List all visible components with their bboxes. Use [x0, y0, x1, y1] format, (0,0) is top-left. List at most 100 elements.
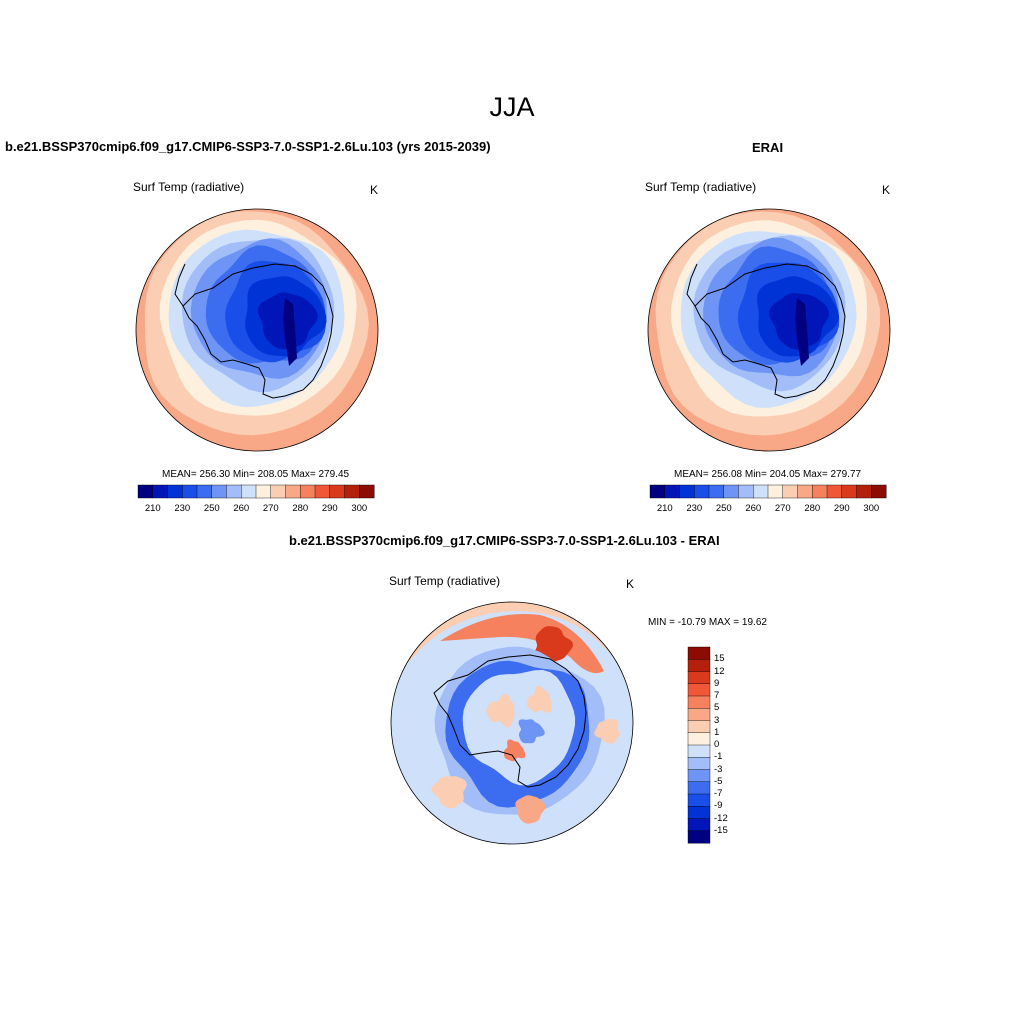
obs-colorbar-box	[679, 484, 695, 499]
diff-colorbar-box	[687, 671, 711, 685]
obs-peninsula	[686, 263, 698, 307]
diff-variable-label: Surf Temp (radiative)	[389, 574, 501, 588]
diff-colorbar-tick-label: -1	[714, 751, 723, 763]
model-colorbar-box	[329, 484, 346, 499]
obs-colorbar-box	[753, 484, 769, 499]
diff-colorbar-box	[687, 695, 711, 709]
diff-colorbar-tick-label: 3	[714, 714, 720, 726]
obs-colorbar-tick-label: 210	[656, 503, 673, 514]
model-stats: MEAN= 256.30 Min= 208.05 Max= 279.45	[162, 469, 350, 480]
model-colorbar-box	[196, 484, 213, 499]
diff-colorbar-box	[687, 781, 711, 795]
obs-colorbar-box	[694, 484, 710, 499]
model-map-border	[135, 208, 379, 452]
obs-coldest-core	[795, 298, 809, 366]
diff-interior-cool	[518, 719, 545, 744]
obs-colorbar-box	[738, 484, 754, 499]
obs-colorbar-box	[782, 484, 799, 499]
diff-warm-patch-east	[594, 719, 620, 744]
obs-colorbar-box	[826, 484, 843, 499]
model-colorbar-tick-label: 260	[233, 503, 250, 514]
model-colorbar-box	[359, 484, 375, 499]
model-coastline	[182, 263, 334, 399]
obs-colorbar-tick-label: 300	[863, 503, 880, 514]
diff-colorbar-tick-label: 12	[714, 665, 725, 677]
model-colorbar-box	[167, 484, 183, 499]
model-colorbar-box	[270, 484, 287, 499]
diff-colorbar-tick-label: 0	[714, 739, 720, 750]
diff-colorbar-tick-label: 15	[714, 653, 725, 665]
diff-colorbar-box	[687, 769, 711, 783]
obs-colorbar-box	[812, 484, 828, 499]
diff-colorbar-box	[687, 793, 711, 807]
obs-colorbar-box	[797, 484, 813, 499]
diff-colorbar-box	[687, 720, 711, 734]
model-colorbar-box	[314, 484, 331, 499]
obs-colorbar-box	[871, 484, 887, 499]
obs-colorbar-box	[841, 484, 858, 499]
model-colorbar-box	[211, 484, 228, 499]
diff-warm-patch-south	[515, 795, 546, 824]
diff-colorbar-tick-label: -12	[714, 812, 728, 824]
model-variable-label: Surf Temp (radiative)	[133, 180, 245, 194]
model-peninsula	[174, 263, 186, 307]
diff-colorbar	[687, 646, 711, 844]
model-panel-title: b.e21.BSSP370cmip6.f09_g17.CMIP6-SSP3-7.…	[5, 139, 491, 154]
diff-panel-title: b.e21.BSSP370cmip6.f09_g17.CMIP6-SSP3-7.…	[289, 533, 720, 548]
model-colorbar-tick-label: 290	[321, 503, 338, 514]
model-colorbar-tick-label: 210	[144, 503, 161, 514]
figure-title: JJA	[489, 92, 535, 122]
diff-colorbar-box	[687, 683, 711, 697]
obs-coastline	[694, 263, 846, 399]
diff-warm-patch-sw	[431, 776, 467, 809]
diff-colorbar-tick-label: -3	[714, 763, 723, 775]
obs-colorbar-box	[767, 484, 784, 499]
diff-colorbar-tick-label: 5	[714, 702, 720, 714]
diff-colorbar-tick-label: -9	[714, 800, 723, 812]
diff-interior-warm-2	[527, 686, 552, 713]
diff-colorbar-box	[687, 744, 711, 758]
diff-colorbar-tick-label: 7	[714, 690, 720, 701]
diff-colorbar-box	[687, 757, 711, 771]
model-unit-label: K	[370, 183, 379, 197]
model-colorbar-box	[182, 484, 198, 499]
obs-panel-title: ERAI	[752, 140, 784, 155]
model-colorbar-tick-label: 230	[174, 503, 191, 514]
obs-variable-label: Surf Temp (radiative)	[645, 180, 757, 194]
obs-colorbar-box	[649, 484, 666, 499]
diff-colorbar-tick-label: 9	[714, 677, 720, 689]
model-colorbar-box	[152, 484, 169, 499]
model-colorbar-labels: 210 230 250 260 270 280 290 300	[0, 503, 1024, 517]
diff-colorbar-tick-label: -7	[714, 788, 723, 799]
model-colorbar-box	[255, 484, 272, 499]
obs-stats: MEAN= 256.08 Min= 204.05 Max= 279.77	[674, 469, 862, 480]
diff-coastline	[433, 654, 587, 788]
diff-colorbar-tick-label: -5	[714, 775, 723, 787]
obs-map-border	[647, 208, 891, 452]
model-colorbar-box	[137, 484, 154, 499]
diff-minmax: MIN = -10.79 MAX = 19.62	[648, 617, 767, 628]
diff-colorbar-box	[687, 659, 711, 673]
model-colorbar-tick-label: 300	[351, 503, 368, 514]
obs-colorbar-tick-label: 290	[833, 503, 850, 514]
model-colorbar-box	[226, 484, 242, 499]
obs-colorbar-tick-label: 250	[715, 503, 732, 514]
obs-unit-label: K	[882, 183, 891, 197]
obs-colorbar-tick-label: 280	[804, 503, 821, 514]
diff-colorbar-labels: 15 12 9 7 5 3 1 0 -1 -3 -5 -7 -9 -12 -15	[714, 647, 754, 843]
model-colorbar-tick-label: 270	[262, 503, 279, 514]
obs-colorbar-tick-label: 260	[745, 503, 762, 514]
diff-colorbar-box	[687, 818, 711, 832]
obs-colorbar	[649, 484, 887, 499]
model-colorbar-tick-label: 250	[203, 503, 220, 514]
model-colorbar-box	[285, 484, 301, 499]
diff-colorbar-box	[687, 830, 711, 844]
obs-colorbar-box	[708, 484, 725, 499]
model-colorbar-box	[300, 484, 316, 499]
diff-colorbar-box	[687, 732, 711, 746]
model-colorbar	[137, 484, 375, 499]
diff-warm-band	[391, 602, 633, 681]
diff-colorbar-box	[687, 646, 711, 660]
obs-polar-map	[647, 208, 891, 452]
obs-colorbar-tick-label: 230	[686, 503, 703, 514]
